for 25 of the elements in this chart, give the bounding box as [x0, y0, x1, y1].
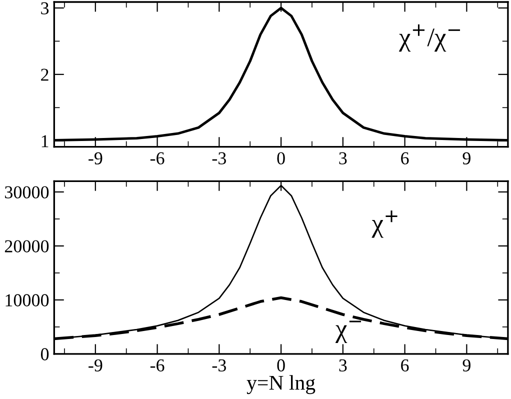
- y-tick-label: 1: [42, 135, 48, 148]
- x-tick-label: 0: [277, 359, 285, 372]
- x-tick-label: -9: [88, 152, 102, 164]
- y-tick-label: 2: [41, 68, 48, 81]
- x-tick-label: 3: [339, 359, 347, 372]
- x-tick-label: -3: [212, 359, 226, 372]
- x-tick-label: -6: [150, 152, 164, 164]
- x-tick-label: 9: [462, 359, 470, 372]
- x-axis-title: y=N lng: [246, 375, 316, 394]
- legend-label: χ$^{+}$/χ$^{−}$: [399, 24, 460, 52]
- y-tick-label: 3: [41, 2, 49, 14]
- x-tick-label: -3: [212, 152, 226, 164]
- x-tick-label: 0: [277, 152, 285, 164]
- y-tick-label: 10000: [6, 294, 49, 306]
- y-tick-label: 0: [40, 348, 49, 360]
- x-tick-label: -6: [150, 359, 164, 372]
- y-tick-label: 30000: [5, 186, 49, 198]
- x-tick-label: 9: [462, 152, 470, 164]
- x-tick-label: 3: [339, 152, 347, 164]
- x-tick-label: 6: [401, 359, 409, 372]
- x-tick-label: -9: [88, 359, 102, 372]
- y-tick-label: 20000: [4, 240, 49, 252]
- legend-label: χ$^{+}$: [372, 210, 398, 238]
- x-tick-label: 6: [401, 152, 409, 164]
- series-label: χ$^{−}$: [335, 320, 361, 344]
